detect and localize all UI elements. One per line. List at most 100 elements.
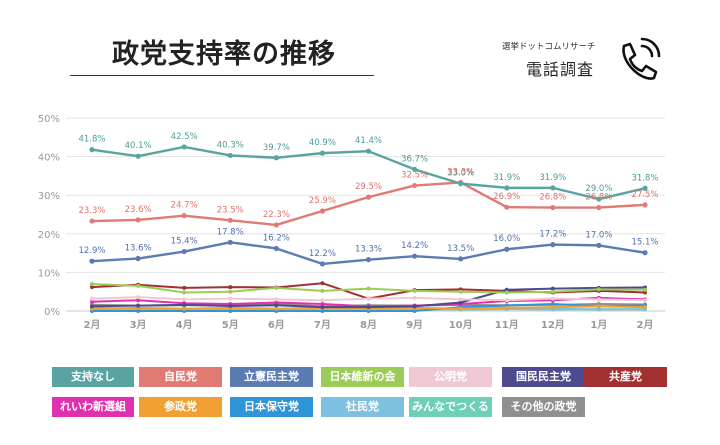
data-point [319, 208, 326, 214]
legend-item: 国民民主党 [502, 367, 585, 387]
data-point [411, 182, 418, 189]
data-point [642, 185, 648, 191]
x-tick-label: 12月 [541, 319, 565, 331]
data-point [319, 261, 326, 267]
data-label: 32.5% [401, 171, 428, 181]
data-point [182, 290, 187, 295]
data-point [550, 204, 556, 211]
data-label: 42.5% [171, 132, 198, 142]
y-tick-label: 20% [38, 230, 60, 241]
x-tick-label: 4月 [176, 319, 193, 331]
data-point [550, 302, 555, 307]
data-point [136, 283, 141, 288]
legend-item: その他の政党 [502, 397, 585, 417]
data-point [643, 287, 647, 292]
x-tick-label: 2月 [637, 319, 654, 331]
data-point [550, 289, 555, 294]
legend-item: 参政党 [139, 397, 222, 417]
data-point [504, 246, 510, 252]
data-point [504, 305, 509, 310]
data-point [274, 285, 279, 290]
data-point [596, 204, 602, 211]
data-point [274, 303, 279, 308]
y-tick-label: 40% [38, 153, 60, 164]
data-label: 23.6% [125, 205, 152, 215]
data-point [366, 286, 371, 291]
data-point [504, 204, 510, 210]
data-point [643, 298, 647, 303]
data-point [320, 288, 325, 293]
x-tick-label: 2月 [84, 319, 101, 331]
data-point [182, 306, 187, 311]
data-point [550, 296, 555, 301]
data-label: 15.4% [171, 237, 198, 247]
title-underline [70, 75, 374, 76]
data-point [596, 297, 601, 302]
data-point [596, 287, 601, 292]
data-point [90, 299, 94, 304]
data-point [228, 296, 233, 301]
data-point [89, 147, 95, 153]
data-label: 31.9% [539, 173, 566, 183]
data-point [458, 256, 464, 262]
data-point [550, 242, 556, 248]
data-point [550, 305, 555, 310]
data-point [596, 242, 602, 248]
data-point [135, 255, 141, 262]
data-label: 13.5% [447, 244, 474, 254]
data-point [90, 281, 94, 286]
data-point [550, 185, 556, 191]
data-point [273, 245, 279, 252]
x-tick-label: 8月 [360, 319, 377, 331]
data-point [458, 289, 463, 294]
data-point [642, 202, 648, 208]
data-point [412, 304, 417, 309]
data-label: 13.6% [125, 244, 152, 254]
org-label: 選挙ドットコムリサーチ [502, 42, 596, 52]
data-point [181, 248, 187, 255]
legend-item: 公明党 [409, 367, 492, 387]
data-point [273, 222, 279, 228]
data-point [643, 305, 647, 310]
legend-item: 立憲民主党 [230, 367, 313, 387]
data-point [136, 298, 141, 303]
survey-type-label: 電話調査 [526, 60, 595, 79]
data-label: 36.7% [401, 154, 428, 164]
data-point [90, 285, 94, 290]
data-label: 41.4% [355, 136, 382, 146]
legend-item: 日本維新の会 [321, 367, 404, 387]
data-label: 39.7% [263, 143, 290, 153]
legend-item: 日本保守党 [230, 397, 313, 417]
data-point [411, 253, 418, 259]
data-label: 31.9% [493, 173, 520, 183]
data-point [90, 296, 94, 301]
data-label: 31.8% [631, 173, 658, 183]
x-tick-label: 9月 [406, 319, 423, 331]
data-point [504, 290, 509, 295]
data-point [135, 217, 141, 223]
data-point [366, 296, 371, 301]
data-label: 25.9% [309, 196, 336, 206]
data-point [412, 295, 417, 300]
data-point [228, 285, 233, 290]
data-label: 29.0% [585, 184, 612, 194]
data-point [227, 239, 233, 245]
x-tick-label: 11月 [495, 319, 519, 331]
y-tick-label: 30% [38, 191, 60, 202]
data-label: 17.8% [217, 227, 244, 237]
x-tick-label: 1月 [590, 319, 607, 331]
data-point [596, 196, 602, 202]
data-point [182, 302, 187, 307]
data-label: 16.2% [263, 233, 290, 243]
legend-item: 支持なし [52, 367, 134, 387]
data-point [412, 309, 417, 313]
data-point [181, 144, 187, 150]
data-point [273, 155, 279, 161]
data-point [458, 297, 463, 302]
data-point [320, 302, 325, 307]
x-tick-label: 6月 [268, 319, 285, 331]
phone-icon [622, 37, 661, 80]
x-tick-label: 10月 [449, 319, 473, 331]
data-point [504, 298, 509, 303]
